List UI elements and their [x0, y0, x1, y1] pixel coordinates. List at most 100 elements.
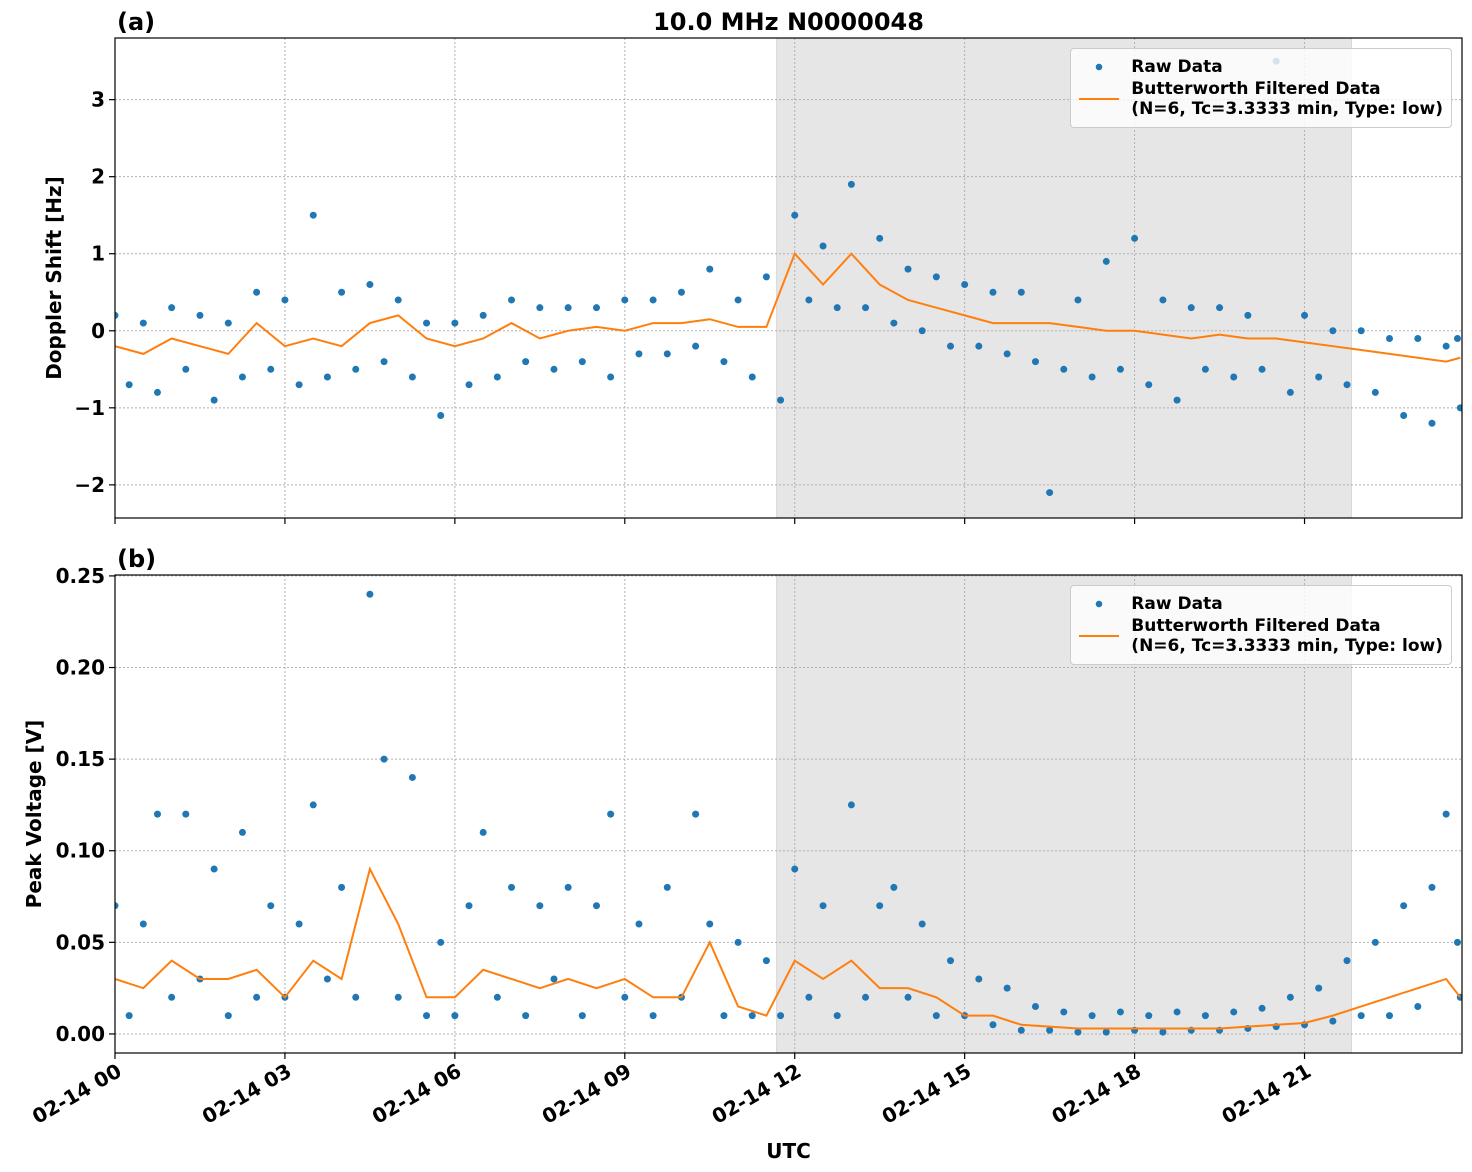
raw-point: [153, 388, 161, 396]
raw-point: [1173, 396, 1181, 404]
raw-point: [1017, 1026, 1025, 1034]
raw-point: [862, 993, 870, 1001]
raw-point: [1385, 334, 1393, 342]
raw-point: [536, 902, 544, 910]
raw-point: [550, 975, 558, 983]
raw-point: [522, 358, 530, 366]
raw-point: [465, 381, 473, 389]
plot-area: [115, 590, 1462, 1036]
raw-point: [1286, 388, 1294, 396]
raw-point: [1031, 358, 1039, 366]
raw-point: [338, 883, 346, 891]
raw-point: [649, 1012, 657, 1020]
raw-point: [451, 319, 459, 327]
raw-point: [451, 1012, 459, 1020]
raw-point: [720, 358, 728, 366]
raw-point: [1060, 365, 1068, 373]
legend: Raw Data Butterworth Filtered Data (N=6, …: [1070, 585, 1452, 665]
raw-point: [1201, 365, 1209, 373]
raw-point: [1088, 373, 1096, 381]
raw-point: [904, 993, 912, 1001]
raw-point: [1286, 993, 1294, 1001]
raw-point: [153, 810, 161, 818]
raw-point: [635, 350, 643, 358]
raw-point: [989, 1021, 997, 1029]
raw-point: [423, 1012, 431, 1020]
raw-point: [1173, 1008, 1181, 1016]
legend-key: [1079, 616, 1120, 656]
raw-point: [1315, 984, 1323, 992]
raw-point: [1442, 810, 1450, 818]
x-tick-label: 02-14 18: [1048, 1059, 1146, 1129]
raw-point: [1301, 311, 1309, 319]
raw-point: [295, 920, 303, 928]
raw-point: [1453, 938, 1461, 946]
raw-point: [437, 412, 445, 420]
raw-point: [1088, 1012, 1096, 1020]
legend-key: [1079, 57, 1120, 77]
raw-point: [1003, 350, 1011, 358]
raw-point: [791, 865, 799, 873]
raw-point: [1216, 304, 1224, 312]
raw-point: [1456, 404, 1462, 412]
raw-point: [918, 327, 926, 335]
chart-title: 10.0 MHz N0000048: [653, 8, 924, 36]
raw-point: [734, 938, 742, 946]
raw-point: [1453, 334, 1461, 342]
raw-point: [115, 311, 119, 319]
filtered-line: [115, 866, 1462, 1030]
raw-point: [1003, 984, 1011, 992]
raw-point: [182, 810, 190, 818]
raw-point: [1046, 1026, 1054, 1034]
legend-label: Butterworth Filtered Data (N=6, Tc=3.333…: [1131, 79, 1443, 119]
raw-point: [833, 304, 841, 312]
raw-point: [847, 180, 855, 188]
raw-point: [1343, 381, 1351, 389]
raw-point: [366, 281, 374, 289]
raw-point: [168, 993, 176, 1001]
raw-point: [1230, 373, 1238, 381]
raw-point: [1329, 1017, 1337, 1025]
raw-point: [522, 1012, 530, 1020]
legend-entry: Raw Data: [1079, 594, 1443, 614]
raw-point: [1329, 327, 1337, 335]
raw-point: [1428, 419, 1436, 427]
raw-point: [1201, 1012, 1209, 1020]
raw-point: [607, 373, 615, 381]
raw-point: [1414, 1002, 1422, 1010]
y-axis-label: Peak Voltage [V]: [22, 720, 46, 909]
raw-point: [947, 342, 955, 350]
raw-point: [1046, 489, 1054, 497]
raw-point: [224, 319, 232, 327]
raw-point: [762, 273, 770, 281]
raw-point: [1116, 365, 1124, 373]
raw-point: [196, 311, 204, 319]
raw-point: [323, 373, 331, 381]
x-tick-label: 02-14 03: [198, 1059, 296, 1129]
raw-point: [706, 265, 714, 273]
raw-point: [479, 828, 487, 836]
raw-point: [536, 304, 544, 312]
panel-label: (b): [117, 545, 156, 573]
raw-point: [862, 304, 870, 312]
raw-point: [550, 365, 558, 373]
legend-entry: Butterworth Filtered Data (N=6, Tc=3.333…: [1079, 79, 1443, 119]
raw-point: [168, 304, 176, 312]
raw-point: [281, 296, 289, 304]
y-tick-label: 0.10: [56, 839, 105, 863]
raw-point: [1258, 1004, 1266, 1012]
raw-point: [1102, 257, 1110, 265]
raw-point: [1258, 365, 1266, 373]
raw-point: [1385, 1012, 1393, 1020]
raw-point: [437, 938, 445, 946]
raw-point: [1371, 388, 1379, 396]
raw-point: [649, 296, 657, 304]
raw-point: [961, 281, 969, 289]
raw-point: [1315, 373, 1323, 381]
raw-point: [989, 288, 997, 296]
raw-point: [918, 920, 926, 928]
raw-point: [592, 304, 600, 312]
raw-point: [975, 342, 983, 350]
raw-point: [592, 902, 600, 910]
